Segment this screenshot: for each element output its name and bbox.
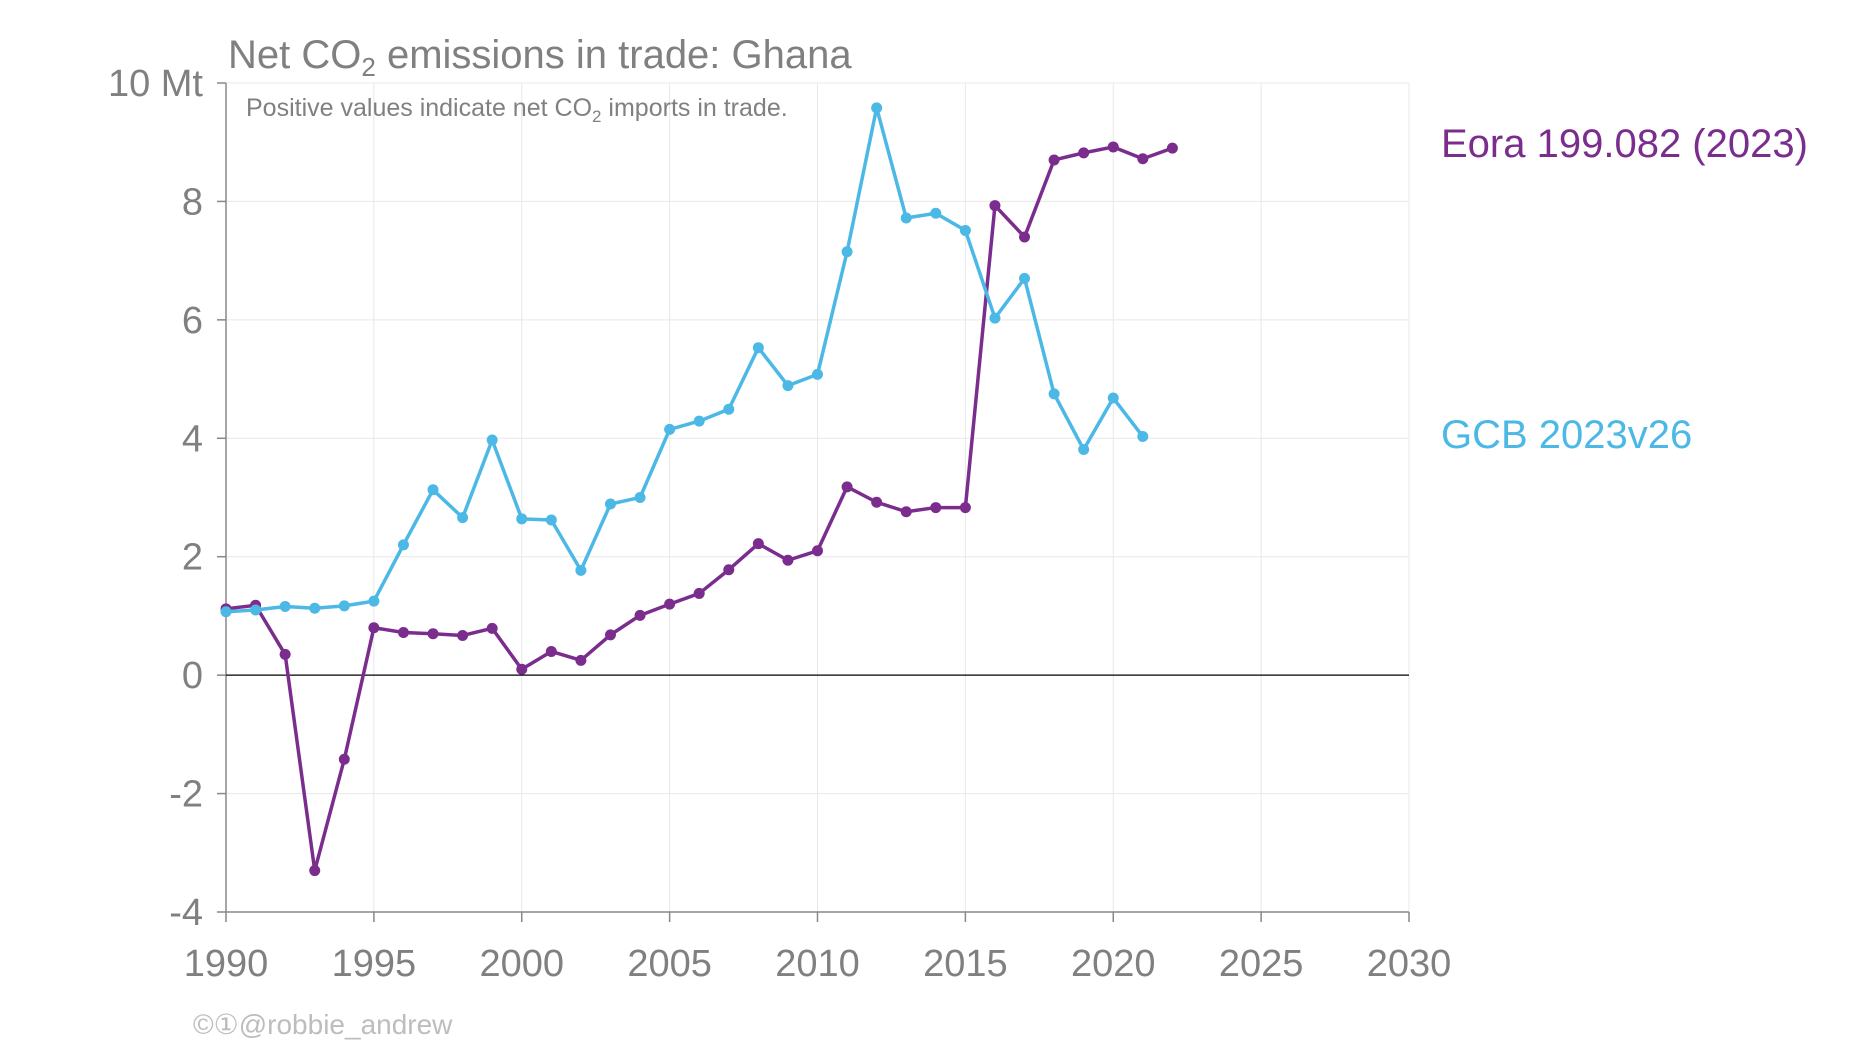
x-tick-label: 2030 xyxy=(1367,943,1452,985)
data-point xyxy=(1048,154,1060,166)
axes xyxy=(217,82,1410,922)
chart-title: Net CO2 emissions in trade: Ghana xyxy=(228,33,852,82)
y-tick-label: 2 xyxy=(182,537,203,579)
data-point xyxy=(930,207,942,219)
x-tick-label: 2025 xyxy=(1219,943,1304,985)
data-point xyxy=(309,602,321,614)
data-point xyxy=(457,629,469,641)
x-tick-label: 1990 xyxy=(184,943,269,985)
data-point xyxy=(752,538,764,550)
data-point xyxy=(664,423,676,435)
data-point xyxy=(782,554,794,566)
data-point xyxy=(841,481,853,493)
y-tick-label: 8 xyxy=(182,181,203,223)
data-point xyxy=(397,539,409,551)
data-point xyxy=(1137,153,1149,165)
x-tick-label: 2000 xyxy=(479,943,564,985)
data-point xyxy=(1107,141,1119,153)
x-tick-label: 2020 xyxy=(1071,943,1156,985)
data-point xyxy=(723,403,735,415)
y-tick-label: -4 xyxy=(169,892,203,934)
data-point xyxy=(427,484,439,496)
data-point xyxy=(1019,272,1031,284)
data-point xyxy=(397,627,409,639)
series-gcb xyxy=(220,102,1149,618)
data-point xyxy=(279,648,291,660)
series-label-gcb: GCB 2023v26 xyxy=(1441,413,1692,457)
data-point xyxy=(1166,142,1178,154)
data-point xyxy=(575,654,587,666)
data-point xyxy=(812,368,823,380)
y-tick-label: 0 xyxy=(182,655,203,697)
data-point xyxy=(634,609,646,621)
series-label-eora: Eora 199.082 (2023) xyxy=(1441,122,1808,166)
data-point xyxy=(516,663,528,675)
data-point xyxy=(959,502,971,514)
data-point xyxy=(900,212,912,224)
data-point xyxy=(989,200,1001,212)
data-point xyxy=(368,622,380,634)
data-point xyxy=(486,434,498,446)
y-tick-label: -2 xyxy=(169,774,203,816)
chart-subtitle: Positive values indicate net CO2 imports… xyxy=(246,94,788,126)
data-point xyxy=(841,246,853,258)
data-point xyxy=(338,600,350,612)
data-point xyxy=(900,506,912,518)
data-point xyxy=(545,645,557,657)
data-point xyxy=(220,606,232,618)
data-point xyxy=(693,415,705,427)
data-point xyxy=(575,564,587,576)
data-point xyxy=(989,312,1001,324)
data-point xyxy=(693,587,705,599)
series-layer xyxy=(220,102,1178,877)
data-point xyxy=(1078,147,1090,159)
data-point xyxy=(1107,392,1119,404)
series-line xyxy=(225,106,1145,614)
series-eora xyxy=(220,141,1178,877)
data-point xyxy=(1019,231,1031,243)
grid-lines xyxy=(226,82,1410,912)
data-point xyxy=(309,865,321,877)
data-point xyxy=(279,600,291,612)
data-point xyxy=(545,514,557,526)
x-tick-label: 2010 xyxy=(775,943,860,985)
data-point xyxy=(871,496,883,508)
data-point xyxy=(782,380,794,392)
data-point xyxy=(812,545,823,557)
credit-text: ©①@robbie_andrew xyxy=(193,1009,453,1040)
y-tick-label: 4 xyxy=(182,418,203,460)
data-point xyxy=(457,512,469,524)
data-point xyxy=(752,342,764,354)
data-point xyxy=(1048,388,1060,400)
data-point xyxy=(250,604,262,616)
y-tick-label: 6 xyxy=(182,300,203,342)
data-point xyxy=(871,102,883,114)
data-point xyxy=(427,628,439,640)
tick-labels: 10 Mt 8 6 4 2 0 -2 -4 1990 1995 2000 2005 2010 2015 20… xyxy=(108,63,1451,985)
x-tick-label: 2015 xyxy=(923,943,1008,985)
data-point xyxy=(1137,431,1149,443)
data-point xyxy=(604,629,616,641)
data-point xyxy=(604,498,616,510)
data-point xyxy=(723,564,735,576)
y-tick-label: 10 Mt xyxy=(108,63,203,105)
data-point xyxy=(930,502,942,514)
data-point xyxy=(1078,444,1090,456)
x-tick-label: 1995 xyxy=(332,943,417,985)
data-point xyxy=(959,224,971,236)
data-point xyxy=(338,753,350,765)
data-point xyxy=(634,492,646,503)
data-point xyxy=(664,598,676,610)
data-point xyxy=(516,513,528,525)
data-point xyxy=(368,595,380,607)
data-point xyxy=(486,622,498,634)
x-tick-label: 2005 xyxy=(627,943,712,985)
series-line xyxy=(225,145,1173,873)
